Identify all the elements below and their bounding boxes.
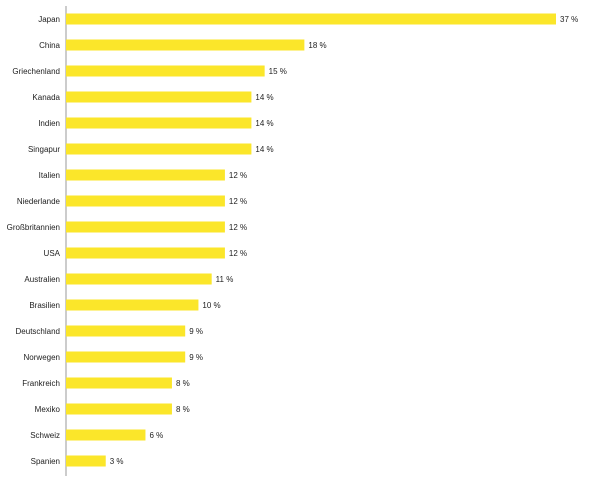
bar-11 [66, 299, 199, 311]
category-label-1: China [39, 41, 60, 50]
bar-6 [66, 169, 225, 181]
category-label-4: Indien [38, 119, 60, 128]
category-label-15: Mexiko [35, 405, 61, 414]
value-label-1: 18 % [308, 41, 326, 50]
bar-17 [66, 455, 106, 467]
category-label-14: Frankreich [22, 379, 60, 388]
bar-4 [66, 117, 252, 129]
bar-5 [66, 143, 252, 155]
bar-14 [66, 377, 172, 389]
value-label-8: 12 % [229, 223, 247, 232]
bar-13 [66, 351, 186, 363]
bar-16 [66, 429, 146, 441]
bar-7 [66, 195, 225, 207]
bar-0 [66, 13, 556, 25]
bar-10 [66, 273, 212, 285]
value-label-3: 14 % [255, 93, 273, 102]
category-label-12: Deutschland [16, 327, 60, 336]
bar-3 [66, 91, 252, 103]
bar-2 [66, 65, 265, 77]
category-label-13: Norwegen [24, 353, 60, 362]
bar-12 [66, 325, 186, 337]
value-label-4: 14 % [255, 119, 273, 128]
value-label-14: 8 % [176, 379, 190, 388]
bar-1 [66, 39, 305, 51]
value-label-17: 3 % [110, 457, 124, 466]
category-label-6: Italien [39, 171, 60, 180]
bar-8 [66, 221, 225, 233]
bar-15 [66, 403, 172, 415]
category-label-11: Brasilien [29, 301, 60, 310]
category-label-5: Singapur [28, 145, 60, 154]
value-label-13: 9 % [189, 353, 203, 362]
category-label-10: Australien [24, 275, 60, 284]
value-label-7: 12 % [229, 197, 247, 206]
value-label-12: 9 % [189, 327, 203, 336]
category-labels-group: Japan China Griechenland Kanada Indien Singap… [7, 15, 61, 466]
category-label-7: Niederlande [17, 197, 61, 206]
category-label-16: Schweiz [30, 431, 60, 440]
bar-9 [66, 247, 225, 259]
category-label-2: Griechenland [12, 67, 60, 76]
value-label-9: 12 % [229, 249, 247, 258]
category-label-17: Spanien [31, 457, 60, 466]
value-label-0: 37 % [560, 15, 578, 24]
value-label-5: 14 % [255, 145, 273, 154]
value-label-2: 15 % [269, 67, 287, 76]
value-label-10: 11 % [216, 275, 234, 284]
value-labels-group: 37 % 18 % 15 % 14 % 14 % 14 % 12 % 12 % 12 % 12 %… [110, 15, 579, 466]
category-label-8: Großbritannien [7, 223, 60, 232]
category-label-3: Kanada [32, 93, 60, 102]
value-label-11: 10 % [202, 301, 220, 310]
category-label-0: Japan [38, 15, 60, 24]
value-label-6: 12 % [229, 171, 247, 180]
value-label-16: 6 % [149, 431, 163, 440]
value-label-15: 8 % [176, 405, 190, 414]
bars-group [66, 13, 556, 467]
category-label-9: USA [44, 249, 61, 258]
